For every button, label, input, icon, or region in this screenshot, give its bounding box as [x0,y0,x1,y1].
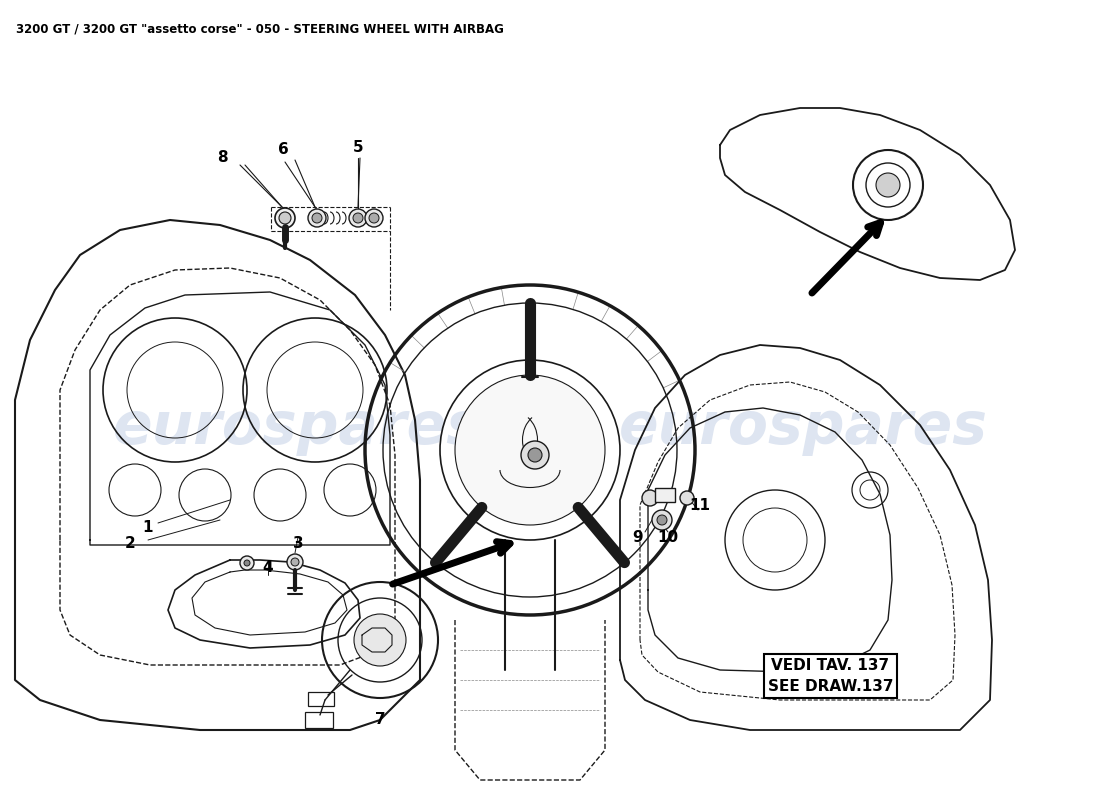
Circle shape [353,213,363,223]
Circle shape [279,212,292,224]
Circle shape [642,490,658,506]
Text: 9: 9 [632,530,644,546]
FancyBboxPatch shape [654,488,675,502]
Text: eurospares: eurospares [112,399,482,457]
Circle shape [680,491,694,505]
Circle shape [354,614,406,666]
Text: eurospares: eurospares [618,399,988,457]
Text: 4: 4 [263,561,273,575]
Text: 3: 3 [293,535,304,550]
Text: 1: 1 [143,521,153,535]
Circle shape [287,554,303,570]
Circle shape [244,560,250,566]
Circle shape [521,441,549,469]
Text: 3200 GT / 3200 GT "assetto corse" - 050 - STEERING WHEEL WITH AIRBAG: 3200 GT / 3200 GT "assetto corse" - 050 … [16,22,505,35]
Circle shape [657,515,667,525]
Text: 6: 6 [277,142,288,158]
Circle shape [308,209,326,227]
Circle shape [292,558,299,566]
Circle shape [368,213,379,223]
Text: 8: 8 [217,150,228,166]
Text: 7: 7 [375,713,385,727]
Text: 11: 11 [690,498,711,513]
Circle shape [365,209,383,227]
Circle shape [349,209,367,227]
Circle shape [876,173,900,197]
Text: 2: 2 [124,535,135,550]
Text: 10: 10 [658,530,679,546]
Circle shape [652,510,672,530]
Circle shape [528,448,542,462]
Circle shape [275,208,295,228]
Text: VEDI TAV. 137
SEE DRAW.137: VEDI TAV. 137 SEE DRAW.137 [768,658,893,694]
Circle shape [455,375,605,525]
Circle shape [240,556,254,570]
Text: 5: 5 [353,141,363,155]
Circle shape [312,213,322,223]
